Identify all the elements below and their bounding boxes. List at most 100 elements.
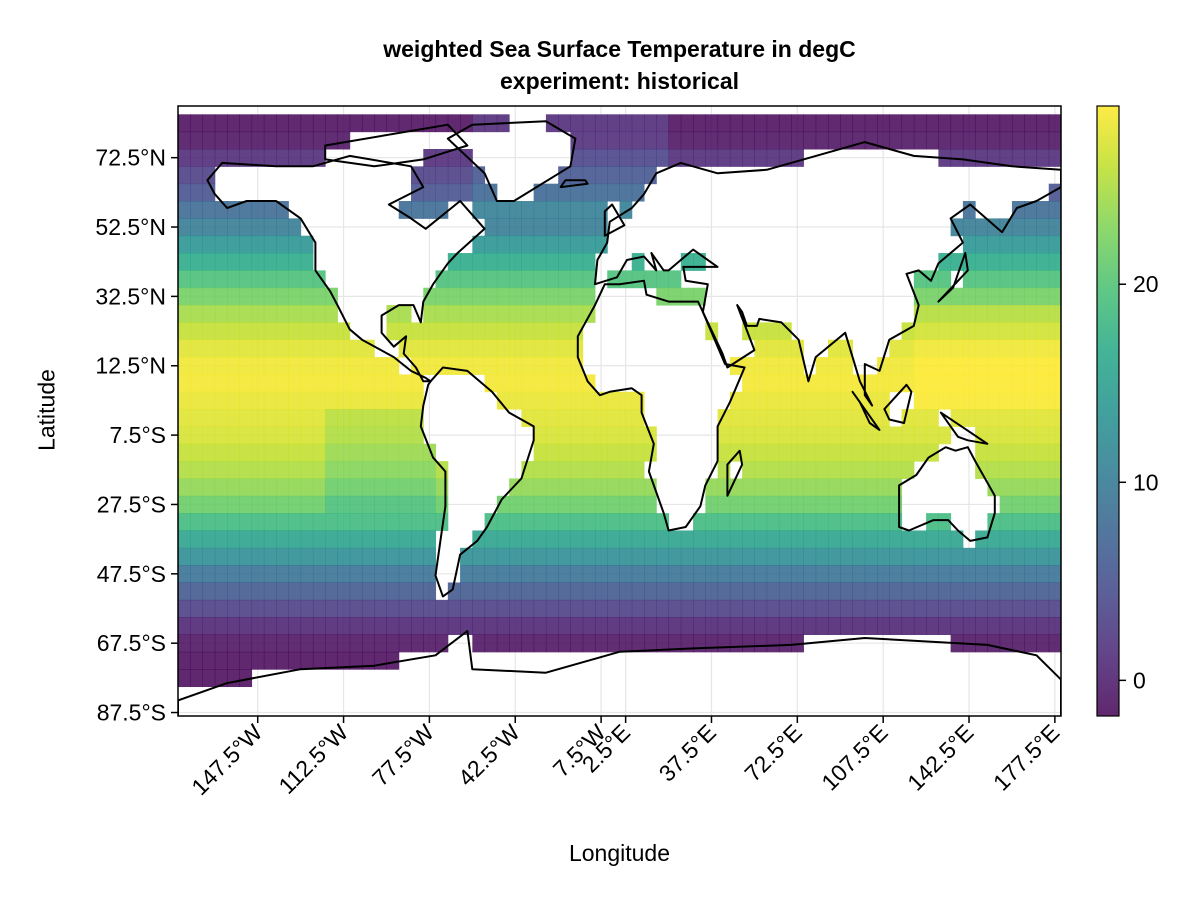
sst-cell (558, 270, 571, 289)
sst-cell (521, 270, 535, 289)
sst-cell (594, 183, 608, 202)
sst-cell (312, 270, 326, 289)
sst-cell (178, 322, 191, 341)
sst-cell (619, 114, 633, 133)
sst-cell (815, 530, 829, 549)
sst-cell (533, 461, 547, 479)
sst-cell (778, 495, 792, 514)
sst-cell (423, 513, 437, 531)
sst-cell (778, 599, 792, 618)
sst-cell (374, 461, 387, 479)
sst-cell (472, 235, 486, 254)
sst-cell (509, 339, 522, 358)
sst-cell (778, 565, 792, 583)
sst-cell (190, 253, 204, 271)
sst-cell (251, 651, 265, 670)
sst-cell (840, 409, 854, 427)
sst-cell (815, 461, 829, 479)
sst-cell (521, 253, 535, 271)
sst-cell (693, 599, 706, 618)
sst-cell (570, 443, 584, 462)
sst-cell (178, 391, 191, 410)
sst-cell (558, 391, 571, 410)
sst-cell (1011, 547, 1025, 566)
sst-cell (594, 409, 608, 427)
sst-cell (178, 513, 191, 531)
coastline (206, 154, 486, 383)
sst-cell (558, 374, 571, 393)
x-tick-label: 72.5°E (739, 719, 806, 786)
sst-cell (754, 582, 768, 601)
sst-cell (325, 357, 338, 375)
sst-cell (975, 114, 988, 133)
sst-cell (815, 513, 829, 531)
sst-cell (791, 357, 804, 375)
sst-cell (190, 114, 204, 133)
sst-cell (447, 357, 461, 375)
sst-cell (840, 339, 854, 358)
sst-cell (656, 114, 670, 133)
sst-cell (1011, 114, 1025, 133)
sst-cell (975, 339, 988, 358)
sst-cell (214, 461, 228, 479)
sst-cell (827, 443, 841, 462)
sst-cell (1024, 287, 1037, 306)
sst-cell (901, 114, 915, 133)
sst-cell (962, 357, 976, 375)
sst-cell (815, 599, 829, 618)
sst-cell (239, 339, 253, 358)
sst-cell (312, 582, 326, 601)
sst-cell (582, 201, 596, 219)
sst-cell (178, 270, 191, 289)
sst-cell (435, 322, 449, 341)
sst-cell (791, 478, 804, 497)
sst-cell (570, 131, 584, 150)
sst-cell (509, 495, 522, 514)
sst-cell (754, 409, 768, 427)
sst-cell (1036, 409, 1050, 427)
sst-cell (852, 426, 866, 445)
sst-cell (680, 582, 694, 601)
sst-cell (374, 582, 387, 601)
sst-cell (460, 270, 473, 289)
sst-cell (374, 409, 387, 427)
sst-cell (570, 461, 584, 479)
sst-cell (852, 478, 866, 497)
sst-cell (901, 357, 915, 375)
sst-cell (190, 409, 204, 427)
sst-cell (227, 374, 240, 393)
sst-cell (975, 270, 988, 289)
sst-cell (803, 461, 817, 479)
sst-cell (1048, 547, 1061, 566)
sst-cell (1048, 530, 1061, 549)
sst-cell (791, 530, 804, 549)
sst-cell (398, 409, 412, 427)
sst-cell (239, 495, 253, 514)
sst-cell (778, 426, 792, 445)
sst-cell (852, 409, 866, 427)
sst-cell (190, 149, 204, 167)
sst-cell (361, 617, 375, 636)
sst-cell (1036, 565, 1050, 583)
sst-cell (411, 530, 424, 549)
sst-cell (484, 599, 498, 618)
sst-cell (214, 443, 228, 462)
sst-cell (300, 131, 314, 150)
sst-cell (901, 617, 915, 636)
sst-cell (1036, 339, 1050, 358)
sst-cell (521, 235, 535, 254)
sst-cell (472, 582, 486, 601)
sst-cell (435, 183, 449, 202)
sst-cell (570, 235, 584, 254)
sst-cell (312, 530, 326, 549)
sst-cell (288, 495, 302, 514)
sst-cell (263, 443, 277, 462)
sst-cell (545, 235, 559, 254)
sst-cell (411, 201, 424, 219)
sst-cell (999, 391, 1013, 410)
sst-cell (484, 582, 498, 601)
sst-cell (1036, 305, 1050, 323)
sst-cell (337, 374, 351, 393)
sst-cell (300, 426, 314, 445)
sst-cell (533, 391, 547, 410)
